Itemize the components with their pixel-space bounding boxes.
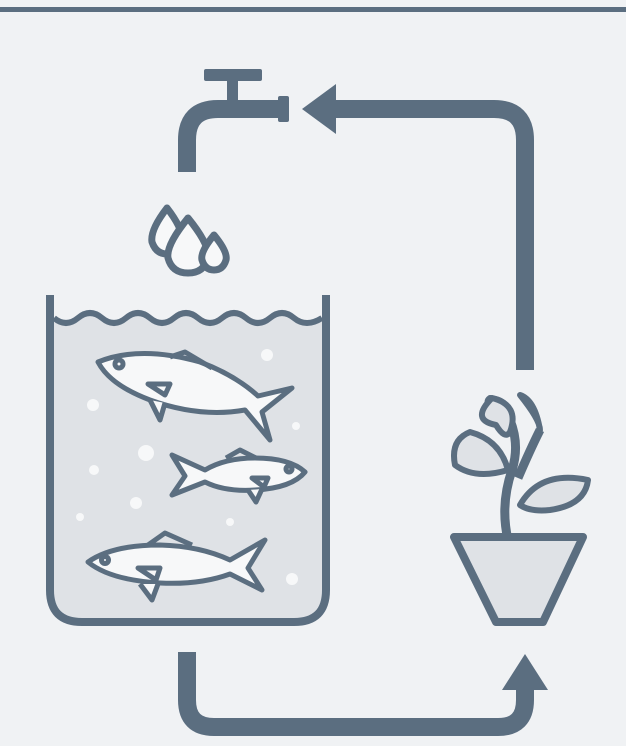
top-rule xyxy=(0,7,626,12)
bubble xyxy=(226,518,234,526)
bubble xyxy=(138,445,154,461)
fish-eye xyxy=(102,557,109,564)
bubble xyxy=(286,573,298,585)
fish-eye xyxy=(115,360,123,368)
faucet-tip xyxy=(278,96,289,122)
bubble xyxy=(261,349,273,361)
page xyxy=(0,0,626,746)
bubble xyxy=(130,497,142,509)
bubble xyxy=(292,422,300,430)
fish-eye xyxy=(286,466,292,472)
faucet-stem xyxy=(227,80,238,102)
bubble xyxy=(87,399,99,411)
bubble xyxy=(76,513,84,521)
aquaponics-diagram xyxy=(0,0,626,746)
faucet-handle xyxy=(204,69,262,81)
bubble xyxy=(89,465,99,475)
